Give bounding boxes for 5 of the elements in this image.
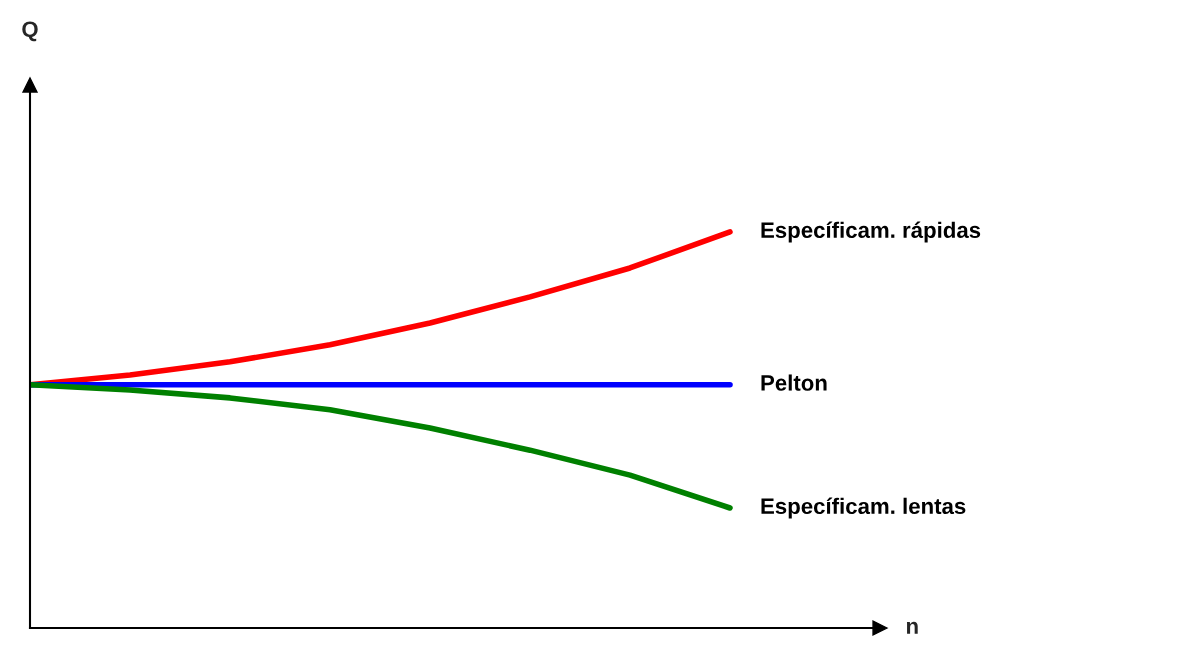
series-label: Pelton bbox=[761, 374, 827, 391]
text: n bbox=[906, 621, 918, 634]
series-label: Específicam. lentas bbox=[761, 497, 966, 519]
series-label: Específicam. rápidas bbox=[761, 221, 981, 243]
text: Q bbox=[22, 21, 38, 42]
